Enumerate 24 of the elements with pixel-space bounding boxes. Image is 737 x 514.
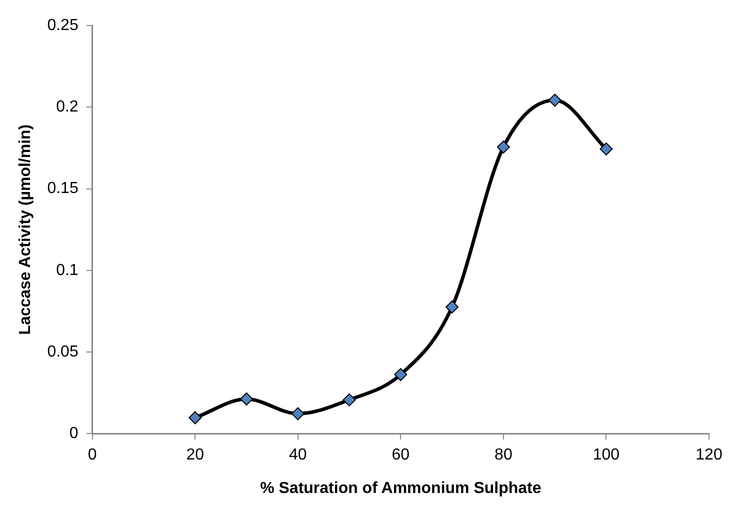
- y-axis-title: Laccase Activity (µmol/min): [17, 124, 34, 335]
- point: [548, 94, 562, 107]
- y-tick-label: 0.25: [47, 17, 78, 34]
- y-tick-label: 0.05: [47, 343, 78, 360]
- x-tick-label: 100: [592, 446, 620, 464]
- point: [188, 411, 202, 424]
- point: [291, 407, 304, 420]
- point: [394, 368, 408, 382]
- x-tick-label: 120: [696, 446, 722, 464]
- y-tick-label: 0.15: [47, 180, 78, 198]
- point: [240, 392, 254, 406]
- point: [446, 300, 459, 314]
- point: [600, 142, 613, 156]
- x-tick-label: 80: [494, 446, 512, 464]
- point: [342, 393, 356, 406]
- x-tick-label: 60: [392, 446, 410, 464]
- y-tick-label: 0: [69, 425, 78, 442]
- y-tick-label: 0.2: [56, 98, 78, 116]
- x-tick-label: 20: [186, 446, 204, 464]
- x-axis-title: % Saturation of Ammonium Sulphate: [260, 480, 542, 497]
- x-tick-label: 40: [288, 446, 307, 464]
- y-tick-label: 0.1: [56, 262, 78, 279]
- point: [496, 140, 510, 154]
- x-tick-label: 0: [88, 446, 97, 464]
